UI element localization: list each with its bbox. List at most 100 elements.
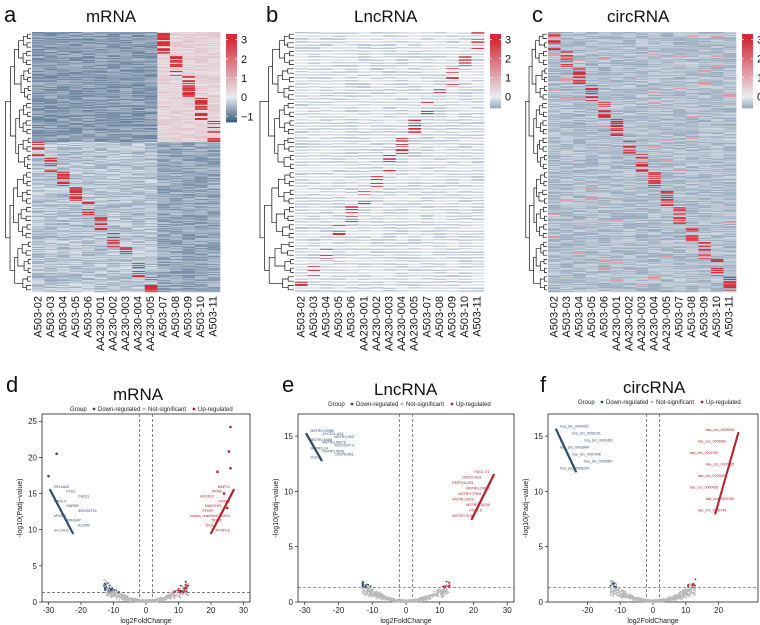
heatmap-cell <box>320 64 334 65</box>
heatmap-cell <box>370 55 384 56</box>
heatmap-cell <box>44 125 58 127</box>
heatmap-cell <box>307 55 321 56</box>
heatmap-cell <box>119 202 133 204</box>
heatmap-cell <box>194 236 208 238</box>
heatmap-cell <box>119 49 133 51</box>
heatmap-cell <box>32 255 45 257</box>
heatmap-cell <box>169 172 183 174</box>
heatmap-cell <box>44 169 58 171</box>
heatmap-cell <box>107 192 121 194</box>
heatmap-cell <box>194 36 208 38</box>
heatmap-cell <box>194 181 208 183</box>
heatmap-cell <box>32 285 45 287</box>
heatmap-cell <box>119 188 133 190</box>
heatmap-cell <box>57 169 70 171</box>
heatmap-cell <box>182 238 196 240</box>
heatmap-cell <box>207 175 221 177</box>
heatmap-cell <box>169 91 183 93</box>
heatmap-cell <box>44 51 58 53</box>
heatmap-cell <box>57 77 70 79</box>
heatmap-cell <box>332 45 346 47</box>
heatmap-cell <box>169 142 183 144</box>
heatmap-cell <box>132 263 146 265</box>
heatmap-cell <box>207 255 221 257</box>
heatmap-cell <box>157 171 171 173</box>
heatmap-column-label: AA230-001 <box>95 296 107 351</box>
heatmap-cell <box>57 57 70 59</box>
heatmap-cell <box>119 225 133 227</box>
heatmap-cell <box>144 217 158 219</box>
heatmap-cell <box>421 65 434 67</box>
heatmap-cell <box>82 215 95 217</box>
heatmap-cell <box>132 261 146 263</box>
heatmap-cell <box>82 159 95 161</box>
heatmap-cell <box>94 73 108 75</box>
heatmap-cell <box>32 233 45 235</box>
heatmap-cell <box>207 280 221 282</box>
heatmap-cell <box>132 246 146 248</box>
heatmap-cell <box>82 173 95 175</box>
heatmap-cell <box>207 42 221 44</box>
heatmap-cell <box>182 72 196 74</box>
heatmap-cell <box>132 86 146 88</box>
heatmap-cell <box>446 60 460 62</box>
heatmap-cell <box>395 95 409 97</box>
heatmap-cell <box>169 229 183 231</box>
heatmap-cell <box>345 57 359 59</box>
heatmap-cell <box>157 89 171 91</box>
heatmap-cell <box>194 271 208 273</box>
dendrogram-branch <box>22 139 29 150</box>
heatmap-cell <box>82 281 95 283</box>
heatmap-cell <box>57 61 70 63</box>
heatmap-cell <box>207 238 221 240</box>
panel-letter-a: a <box>4 2 17 27</box>
heatmap-cell <box>345 45 359 47</box>
heatmap-cell <box>82 209 95 211</box>
heatmap-cell <box>94 216 108 218</box>
heatmap-cell <box>395 36 409 38</box>
heatmap-cell <box>157 95 171 97</box>
heatmap-cell <box>169 70 183 72</box>
heatmap-cell <box>421 63 434 65</box>
heatmap-cell <box>94 291 108 293</box>
heatmap-cell <box>169 278 183 280</box>
heatmap-cell <box>44 173 58 175</box>
heatmap-cell <box>82 100 95 102</box>
heatmap-cell <box>32 77 45 79</box>
heatmap-cell <box>408 45 422 47</box>
heatmap-cell <box>107 77 121 79</box>
heatmap-cell <box>383 69 397 71</box>
heatmap-cell <box>44 143 58 145</box>
heatmap-cell <box>421 37 434 38</box>
heatmap-cell <box>44 184 58 186</box>
heatmap-cell <box>169 65 183 67</box>
heatmap-cell <box>119 144 133 146</box>
heatmap-cell <box>169 214 183 216</box>
heatmap-cell <box>32 200 45 202</box>
heatmap-cell <box>421 55 434 56</box>
heatmap-cell <box>157 51 171 53</box>
heatmap-cell <box>69 159 83 161</box>
heatmap-cell <box>144 43 158 45</box>
heatmap-cell <box>44 264 58 266</box>
heatmap-cell <box>157 143 171 145</box>
heatmap-cell <box>182 114 196 116</box>
heatmap-cell <box>32 46 45 48</box>
heatmap-cell <box>82 228 95 230</box>
heatmap-cell <box>307 38 321 40</box>
heatmap-cell <box>94 164 108 166</box>
heatmap-cell <box>446 94 460 95</box>
heatmap-cell <box>169 230 183 232</box>
heatmap-cell <box>194 33 208 35</box>
heatmap-cell <box>207 217 221 219</box>
heatmap-cell <box>358 69 371 71</box>
heatmap-cell <box>471 46 485 47</box>
heatmap-cell <box>132 173 146 175</box>
heatmap-cell <box>32 125 45 127</box>
heatmap-cell <box>182 68 196 70</box>
heatmap-cell <box>332 44 346 46</box>
heatmap-cell <box>107 149 121 151</box>
dendrogram-branch <box>27 276 31 282</box>
heatmap-cell <box>119 82 133 84</box>
heatmap-cell <box>320 49 334 50</box>
